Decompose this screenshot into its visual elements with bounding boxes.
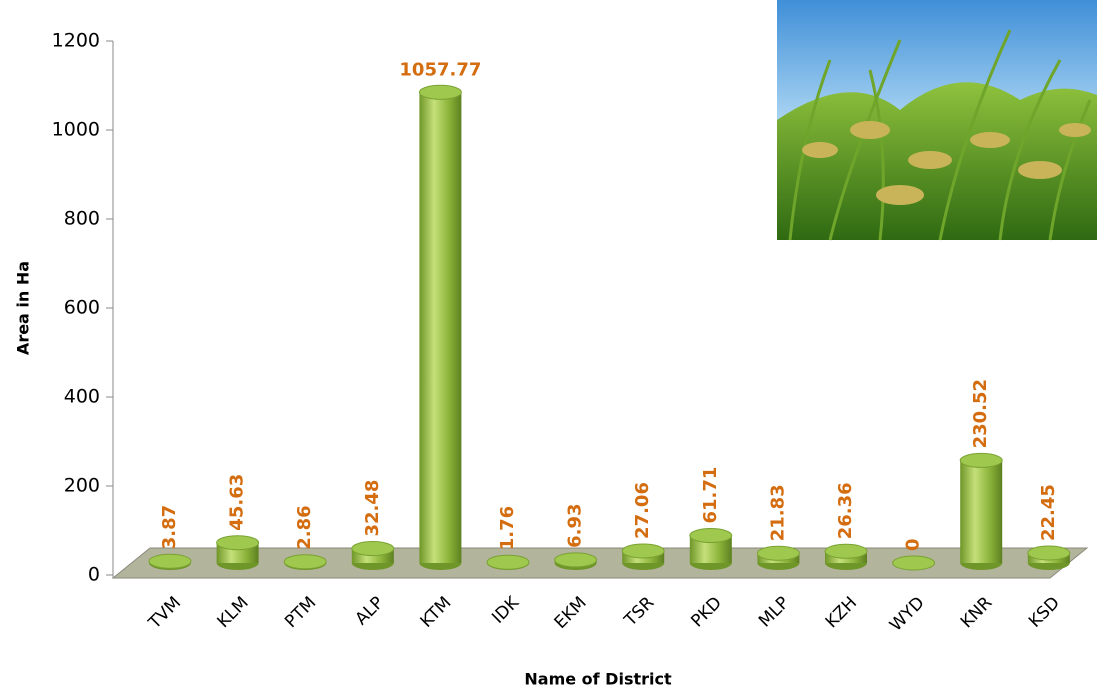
bar-top: [756, 545, 800, 561]
y-axis-title: Area in Ha: [14, 261, 33, 355]
x-tick-label: KTM: [417, 593, 456, 632]
bar: [960, 460, 1003, 563]
x-tick-label: ALP: [352, 593, 388, 629]
y-tick-label: 400: [64, 386, 100, 408]
bar-top: [554, 552, 598, 568]
x-tick-label: KLM: [214, 593, 253, 632]
x-tick-label: KNR: [957, 593, 997, 633]
value-label: 0: [903, 538, 924, 551]
value-label: 1057.77: [399, 59, 481, 80]
value-label: 22.45: [1038, 484, 1059, 541]
x-tick-label: EKM: [551, 593, 591, 633]
bar-top: [892, 555, 936, 571]
y-tick-label: 1200: [52, 30, 100, 52]
bar-top: [621, 543, 665, 559]
x-tick-label: WYD: [886, 593, 929, 636]
bar-top: [283, 554, 327, 570]
x-axis-title: Name of District: [524, 670, 672, 689]
bar-top: [689, 528, 733, 544]
x-tick-label: TSR: [620, 593, 658, 631]
value-label: 32.48: [362, 480, 383, 537]
y-tick-label: 200: [64, 475, 100, 497]
y-tick-label: 1000: [52, 119, 100, 141]
photo: [777, 0, 1097, 241]
x-tick-label: KZH: [822, 593, 861, 632]
value-label: 27.06: [632, 482, 653, 539]
value-label: 2.86: [294, 505, 315, 549]
y-tick-label: 800: [64, 208, 100, 230]
bar-top: [418, 84, 462, 100]
x-tick-label: PTM: [281, 593, 320, 632]
bar-top: [351, 541, 395, 557]
floor: [111, 547, 1089, 579]
bar-top: [959, 452, 1003, 468]
bar: [419, 92, 462, 563]
x-tick-label: PKD: [687, 593, 726, 632]
x-tick-label: TVM: [144, 593, 185, 634]
x-tick-label: IDK: [488, 592, 523, 627]
x-tick-label: KSD: [1025, 593, 1064, 632]
x-tick-label: MLP: [755, 593, 793, 631]
value-label: 3.87: [159, 505, 180, 549]
value-label: 45.63: [227, 474, 248, 531]
value-label: 230.52: [970, 379, 991, 448]
value-label: 61.71: [700, 467, 721, 524]
value-label: 26.36: [835, 482, 856, 539]
bar-top: [216, 535, 260, 551]
bar-top: [486, 554, 530, 570]
bar-top: [824, 543, 868, 559]
value-label: 21.83: [767, 484, 788, 541]
value-label: 1.76: [497, 506, 518, 550]
bar-top: [148, 553, 192, 569]
value-label: 6.93: [565, 503, 586, 547]
y-tick-label: 600: [64, 297, 100, 319]
bar-top: [1027, 545, 1071, 561]
y-tick-label: 0: [88, 564, 100, 586]
